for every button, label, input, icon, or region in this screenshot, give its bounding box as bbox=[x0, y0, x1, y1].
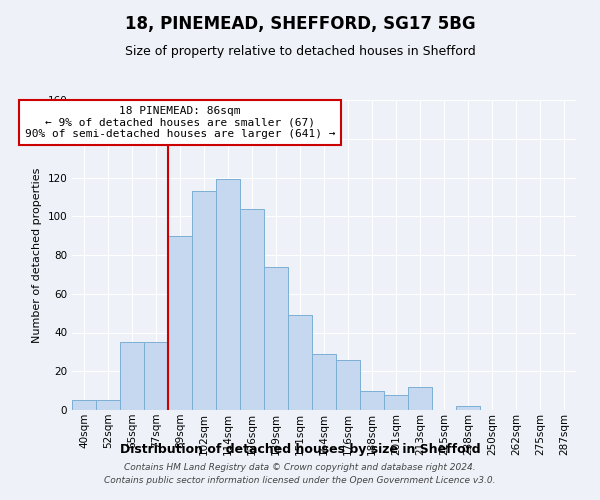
Text: 18 PINEMEAD: 86sqm
← 9% of detached houses are smaller (67)
90% of semi-detached: 18 PINEMEAD: 86sqm ← 9% of detached hous… bbox=[25, 106, 335, 139]
Bar bbox=[192, 191, 216, 410]
Text: Size of property relative to detached houses in Shefford: Size of property relative to detached ho… bbox=[125, 45, 475, 58]
Bar bbox=[288, 315, 312, 410]
Text: Distribution of detached houses by size in Shefford: Distribution of detached houses by size … bbox=[119, 442, 481, 456]
Bar bbox=[72, 400, 96, 410]
Bar bbox=[408, 387, 432, 410]
Bar bbox=[120, 342, 144, 410]
Bar bbox=[96, 400, 120, 410]
Bar bbox=[168, 236, 192, 410]
Bar bbox=[312, 354, 336, 410]
Bar bbox=[264, 266, 288, 410]
Bar bbox=[384, 394, 408, 410]
Bar bbox=[216, 180, 240, 410]
Bar bbox=[144, 342, 168, 410]
Text: 18, PINEMEAD, SHEFFORD, SG17 5BG: 18, PINEMEAD, SHEFFORD, SG17 5BG bbox=[125, 15, 475, 33]
Bar bbox=[336, 360, 360, 410]
Bar bbox=[240, 208, 264, 410]
Y-axis label: Number of detached properties: Number of detached properties bbox=[32, 168, 42, 342]
Bar bbox=[456, 406, 480, 410]
Bar bbox=[360, 390, 384, 410]
Text: Contains HM Land Registry data © Crown copyright and database right 2024.
Contai: Contains HM Land Registry data © Crown c… bbox=[104, 464, 496, 485]
